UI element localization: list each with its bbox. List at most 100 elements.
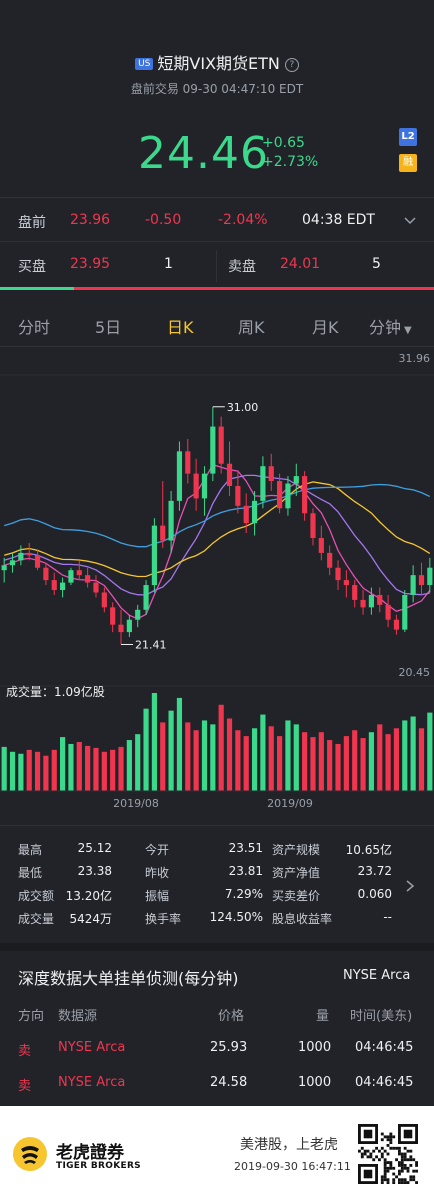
candle-body <box>34 555 41 568</box>
market-badge: US <box>135 58 154 70</box>
candle-body <box>410 575 416 595</box>
candle-body <box>101 592 107 608</box>
margin-badge[interactable]: 融 <box>399 154 417 172</box>
premarket-change-pct: -2.04% <box>218 212 268 228</box>
help-icon[interactable]: ? <box>284 58 299 72</box>
tab-monthly[interactable]: 月K <box>312 318 339 337</box>
stat-label: 换手率 <box>145 912 182 926</box>
volume-bar <box>243 736 249 791</box>
candle-body <box>235 486 241 506</box>
stat-value: 23.38 <box>77 864 112 878</box>
stat-value: -- <box>383 910 392 924</box>
stat-label: 资产规模 <box>272 843 321 857</box>
depth-exchange[interactable]: NYSE Arca <box>343 968 411 983</box>
volume-bar <box>1 746 7 791</box>
candle-body <box>110 607 116 625</box>
candle-body <box>402 594 408 630</box>
candle-body <box>176 451 183 501</box>
stat-value: 23.72 <box>357 864 392 878</box>
volume-bar <box>126 740 132 791</box>
brand-name-en: TIGER BROKERS <box>56 1161 141 1171</box>
tab-5day[interactable]: 5日 <box>95 318 122 337</box>
order-source: NYSE Arca <box>58 1075 126 1090</box>
candlestick-chart[interactable]: 31.96 20.45 31.00 21.41 2019/08 2019/09 <box>0 348 434 818</box>
candle-body <box>51 580 57 591</box>
volume-bar <box>427 712 433 791</box>
col-header-qty: 量 <box>316 1009 330 1024</box>
stat-label: 最高 <box>18 843 43 857</box>
volume-bar <box>68 743 74 791</box>
candle-body <box>352 585 358 600</box>
candle-body <box>243 505 249 524</box>
volume-bar <box>76 742 82 791</box>
chevron-down-icon[interactable] <box>403 214 417 228</box>
volume-bar <box>176 697 183 791</box>
brand-name-cn: 老虎證券 <box>56 1143 124 1163</box>
volume-bar <box>43 755 49 791</box>
volume-bar <box>143 708 149 791</box>
volume-bar <box>402 720 408 791</box>
header: US 短期VIX期货ETN? 盘前交易 09-30 04:47:10 EDT <box>0 0 434 110</box>
volume-bar <box>110 749 116 791</box>
premarket-change: -0.50 <box>145 212 182 228</box>
col-header-price: 价格 <box>218 1009 245 1024</box>
candle-body <box>60 582 66 591</box>
order-price: 24.58 <box>210 1075 248 1090</box>
col-header-side: 方向 <box>18 1009 45 1024</box>
qr-code-icon <box>358 1124 418 1184</box>
candle-body <box>360 599 366 608</box>
order-price: 25.93 <box>210 1040 248 1055</box>
volume-bar <box>418 728 425 791</box>
volume-label: 成交量：1.09亿股 <box>6 685 105 699</box>
y-max-label: 31.96 <box>399 352 431 365</box>
volume-bar <box>85 745 91 791</box>
tab-minute[interactable]: 分钟 ▼ <box>369 314 412 338</box>
candle-body <box>343 580 349 586</box>
candle-body <box>118 624 124 633</box>
tab-intraday[interactable]: 分时 <box>18 318 51 337</box>
order-qty: 1000 <box>298 1075 332 1090</box>
volume-bar <box>268 726 274 791</box>
change-percent: +2.73% <box>262 154 319 170</box>
ask-label: 卖盘 <box>228 259 256 275</box>
volume-bar <box>51 749 57 791</box>
candle-body <box>126 619 132 633</box>
bid-ratio-fill <box>0 287 74 290</box>
volume-bar <box>210 724 216 791</box>
candle-body <box>335 567 341 581</box>
candle-body <box>1 565 7 571</box>
candle-body <box>418 575 425 586</box>
volume-bar <box>393 728 400 791</box>
bid-label: 买盘 <box>18 259 46 275</box>
stat-label: 资产净值 <box>272 866 321 880</box>
candle-body <box>9 560 16 566</box>
volume-bar <box>9 751 16 791</box>
volume-bar <box>151 693 157 791</box>
stat-value: 13.20亿 <box>65 889 112 903</box>
tab-weekly[interactable]: 周K <box>238 318 265 337</box>
candle-body <box>302 476 308 514</box>
stat-label: 买卖差价 <box>272 889 321 903</box>
divider <box>0 197 434 198</box>
candle-body <box>160 525 166 541</box>
premarket-label: 盘前 <box>18 215 46 231</box>
order-source: NYSE Arca <box>58 1040 126 1055</box>
ask-size: 5 <box>372 256 381 272</box>
candle-body <box>285 483 291 509</box>
tab-daily[interactable]: 日K <box>167 318 194 337</box>
candle-body <box>210 426 216 474</box>
candle-body <box>85 575 91 583</box>
chevron-right-icon[interactable] <box>404 879 416 893</box>
volume-bar <box>385 734 391 791</box>
volume-bar <box>327 740 333 791</box>
depth-title: 深度数据大单挂单侦测(每分钟) <box>18 969 239 988</box>
candle-body <box>368 594 374 608</box>
tiger-logo-icon <box>13 1137 47 1171</box>
candle-body <box>151 525 157 586</box>
level2-badge[interactable]: L2 <box>399 128 417 146</box>
volume-bar <box>235 730 241 791</box>
volume-bar <box>260 714 266 791</box>
premarket-time: 04:38 EDT <box>302 212 375 228</box>
candle-body <box>68 570 74 583</box>
stat-label: 今开 <box>145 843 170 857</box>
